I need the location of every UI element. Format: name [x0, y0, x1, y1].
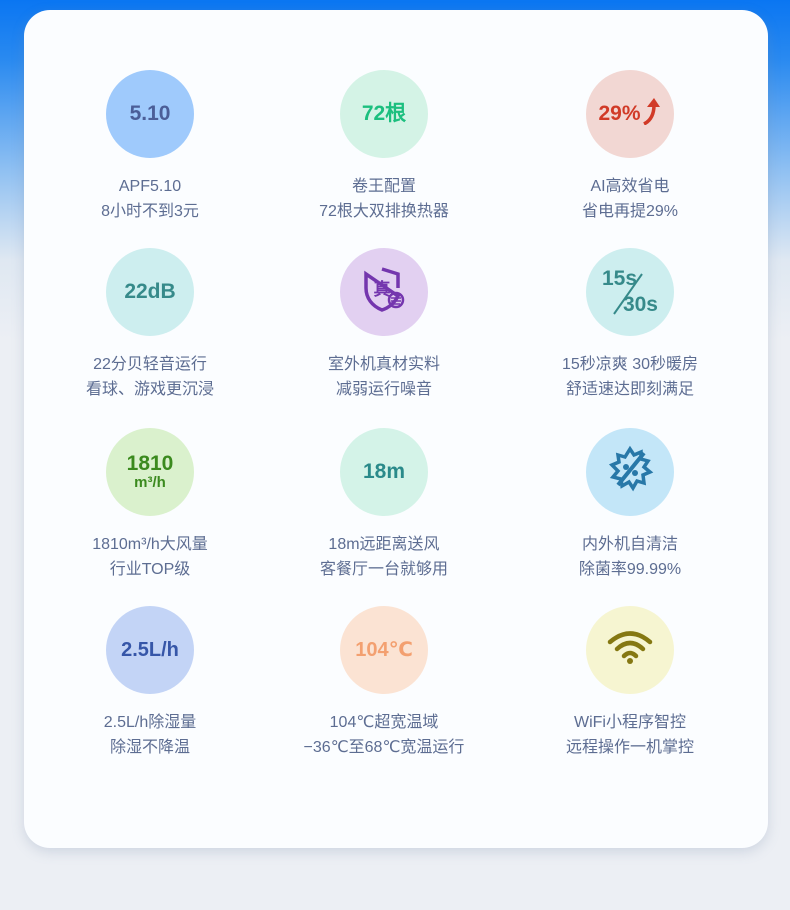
feature-badge [586, 606, 674, 694]
arrow-up-icon [642, 97, 662, 130]
feature-title: 1810m³/h大风量 [92, 536, 208, 553]
feature-item: 72根 卷王配置 72根大双排换热器 [264, 70, 504, 224]
feature-badge [586, 428, 674, 516]
slash-icon [613, 273, 643, 315]
feature-item: 1810 m³/h 1810m³/h大风量 行业TOP级 [30, 428, 270, 582]
feature-subtitle: −36℃至68℃宽温运行 [303, 739, 465, 756]
feature-badge: 15s 30s [586, 248, 674, 336]
feature-title: 22分贝轻音运行 [93, 356, 207, 373]
feature-subtitle: 减弱运行噪音 [335, 381, 432, 398]
badge-text: 104℃ [355, 638, 413, 661]
feature-subtitle: 舒适速达即刻满足 [565, 381, 694, 398]
feature-badge: 真 [340, 248, 428, 336]
feature-badge: 18m [340, 428, 428, 516]
feature-item: 22dB 22分贝轻音运行 看球、游戏更沉浸 [30, 248, 270, 402]
feature-title: 内外机自清洁 [581, 536, 678, 553]
feature-badge: 2.5L/h [106, 606, 194, 694]
badge-text: 18m [362, 459, 406, 483]
badge-text: 72根 [361, 101, 407, 125]
feature-item: 104℃ 104℃超宽温域 −36℃至68℃宽温运行 [264, 606, 504, 760]
badge-text: 15s [602, 267, 638, 290]
feature-badge: 104℃ [340, 606, 428, 694]
badge-text: 5.10 [129, 101, 171, 125]
feature-title: AI高效省电 [590, 178, 670, 195]
feature-badge: 29% [586, 70, 674, 158]
feature-title: 室外机真材实料 [327, 356, 440, 373]
wifi-icon [607, 629, 653, 670]
feature-item: 2.5L/h 2.5L/h除湿量 除湿不降温 [30, 606, 270, 760]
feature-item: 15s 30s 15秒凉爽 30秒暖房 舒适速达即刻满足 [510, 248, 750, 402]
feature-item: 真 室外机真材实料 减弱运行噪音 [264, 248, 504, 402]
svg-text:真: 真 [374, 279, 391, 299]
feature-subtitle: 行业TOP级 [109, 561, 191, 578]
feature-item: 5.10 APF5.10 8小时不到3元 [30, 70, 270, 224]
feature-title: 104℃超宽温域 [329, 714, 439, 731]
feature-badge: 22dB [106, 248, 194, 336]
shield-icon: 真 [362, 266, 406, 317]
feature-badge: 72根 [340, 70, 428, 158]
feature-subtitle: 8小时不到3元 [101, 203, 199, 220]
badge-text-2: 30s [622, 292, 658, 316]
feature-item: WiFi小程序智控 远程操作一机掌控 [510, 606, 750, 760]
feature-title: 15秒凉爽 30秒暖房 [561, 356, 699, 373]
feature-badge: 1810 m³/h [106, 428, 194, 516]
self-clean-icon [606, 445, 654, 498]
feature-title: 卷王配置 [351, 178, 416, 195]
feature-subtitle: 看球、游戏更沉浸 [85, 381, 214, 398]
feature-subtitle: 省电再提29% [581, 203, 679, 220]
feature-subtitle: 远程操作一机掌控 [565, 739, 694, 756]
feature-item: 内外机自清洁 除菌率99.99% [510, 428, 750, 582]
feature-title: APF5.10 [118, 178, 182, 195]
feature-item: 29% AI高效省电 省电再提29% [510, 70, 750, 224]
feature-title: 18m远距离送风 [328, 536, 440, 553]
feature-badge: 5.10 [106, 70, 194, 158]
feature-subtitle: 客餐厅一台就够用 [319, 561, 448, 578]
badge-text: 2.5L/h [121, 638, 179, 661]
feature-title: WiFi小程序智控 [574, 714, 686, 731]
badge-text: 29% [598, 101, 641, 125]
badge-text: 1810 [126, 452, 174, 476]
feature-item: 18m 18m远距离送风 客餐厅一台就够用 [264, 428, 504, 582]
badge-unit: m³/h [134, 474, 166, 492]
badge-text: 22dB [124, 279, 176, 303]
feature-title: 2.5L/h除湿量 [103, 714, 197, 731]
feature-subtitle: 72根大双排换热器 [319, 203, 449, 220]
feature-subtitle: 除菌率99.99% [578, 561, 682, 578]
feature-subtitle: 除湿不降温 [109, 739, 190, 756]
